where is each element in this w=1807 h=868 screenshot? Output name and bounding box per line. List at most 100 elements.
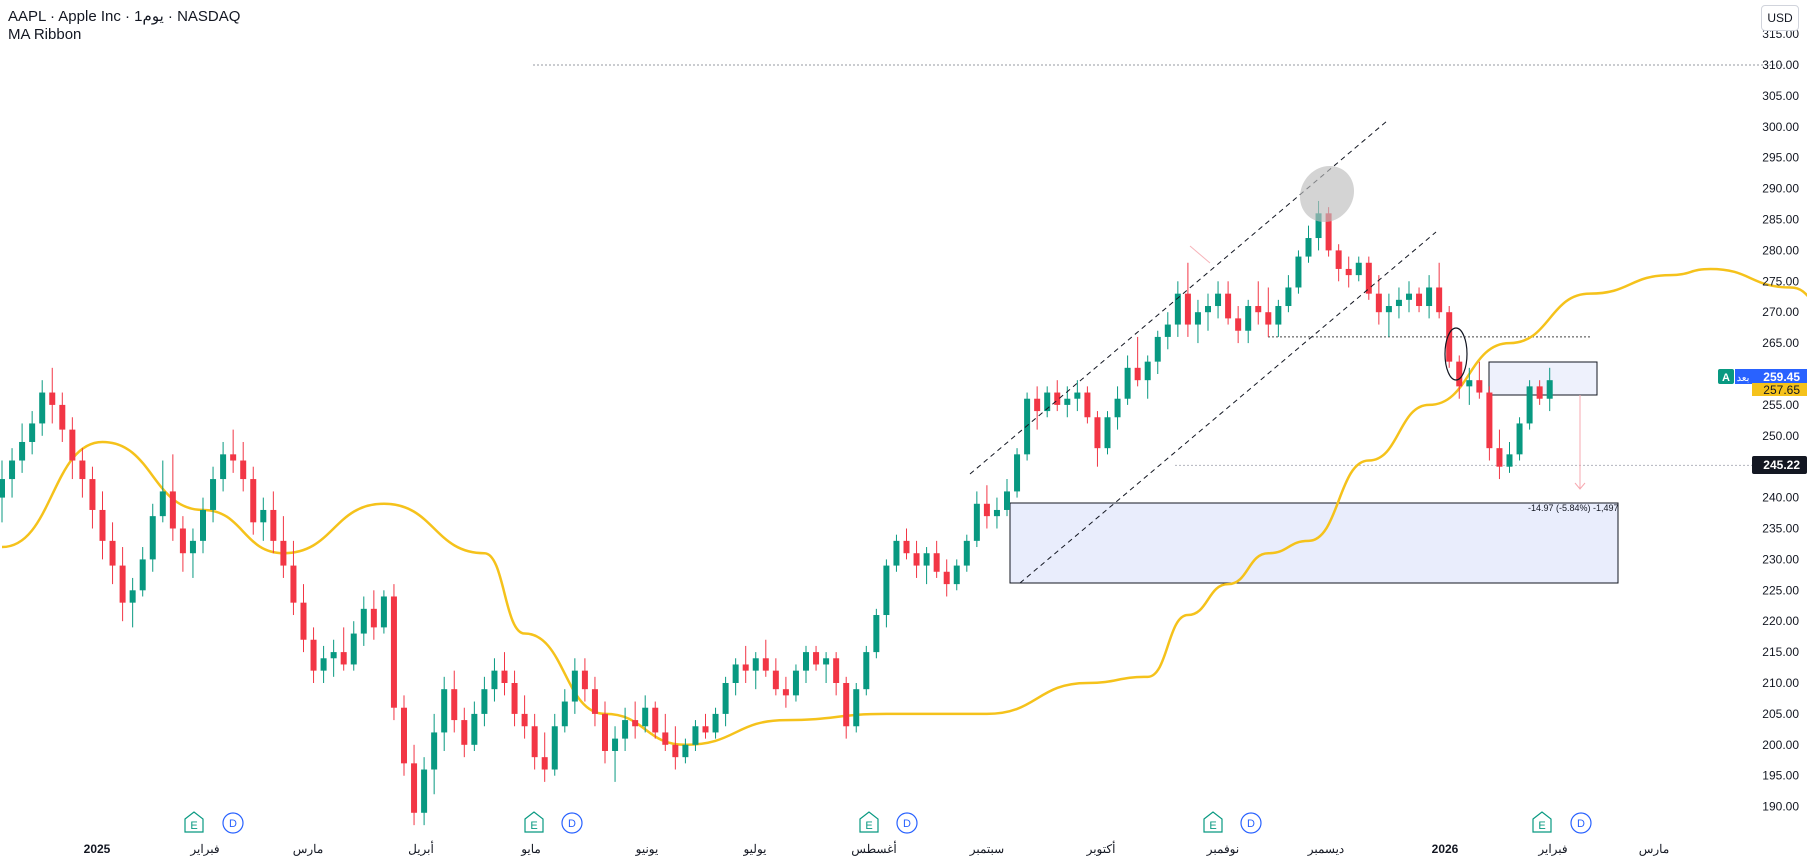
candle-body — [169, 491, 176, 529]
currency-button[interactable]: USD — [1761, 5, 1799, 31]
candle-body — [390, 596, 397, 708]
candle — [591, 676, 598, 727]
candle-body — [1285, 287, 1292, 307]
candle-body — [401, 707, 407, 764]
dividend-event-icon[interactable] — [1240, 812, 1262, 834]
candle — [581, 658, 588, 702]
candle — [1295, 250, 1302, 294]
candle-body — [9, 460, 16, 480]
candle — [1466, 367, 1473, 405]
candle — [109, 522, 116, 585]
candle — [702, 713, 709, 739]
candle — [340, 627, 347, 671]
candle — [1084, 386, 1091, 424]
earnings-event-icon[interactable] — [1203, 811, 1223, 833]
dividend-event-label: D — [229, 818, 237, 830]
candle-body — [451, 689, 458, 721]
candle — [411, 744, 418, 826]
candle-body — [0, 479, 5, 498]
candle — [189, 528, 196, 578]
price-tick-label: 205.00 — [1762, 707, 1799, 721]
candle — [1134, 336, 1141, 387]
dividend-event-label: D — [903, 818, 911, 830]
dividend-event-icon[interactable] — [1570, 812, 1592, 834]
candle-body — [1275, 306, 1282, 325]
candle — [1164, 312, 1171, 350]
candle-body — [1526, 386, 1533, 424]
candle — [742, 645, 749, 683]
candle — [360, 596, 367, 646]
candle-body — [903, 540, 910, 554]
earnings-event-label: E — [865, 820, 872, 832]
earnings-event-icon[interactable] — [184, 811, 204, 833]
candle-body — [1215, 293, 1222, 307]
candle — [320, 645, 327, 683]
candle-body — [1084, 392, 1091, 418]
earnings-event-icon[interactable] — [524, 811, 544, 833]
candle — [300, 584, 307, 653]
dividend-event-icon[interactable] — [222, 812, 244, 834]
time-tick-label: فبراير — [189, 842, 219, 856]
last-price-label: 259.45 — [1763, 370, 1800, 384]
candle-body — [1305, 238, 1312, 257]
time-tick-label: أغسطس — [851, 841, 896, 856]
price-tick-label: 230.00 — [1762, 552, 1799, 566]
price-tick-label: 295.00 — [1762, 151, 1799, 165]
candle-body — [933, 553, 940, 572]
candle-body — [1426, 287, 1433, 307]
candle-body — [692, 726, 699, 745]
demand-zone-box[interactable] — [1009, 502, 1619, 584]
candle-body — [752, 658, 759, 671]
candle — [179, 516, 186, 572]
candle — [200, 497, 206, 554]
candle — [260, 497, 267, 541]
indicator-label[interactable]: MA Ribbon — [8, 26, 82, 43]
candle-body — [441, 689, 448, 733]
price-tick-label: 270.00 — [1762, 305, 1799, 319]
price-tick-label: 215.00 — [1762, 645, 1799, 659]
candle — [923, 547, 930, 585]
candle-body — [963, 540, 970, 566]
candle — [1335, 244, 1342, 282]
channel-upper-line[interactable] — [969, 120, 1388, 475]
ma-ribbon-line — [1, 267, 1807, 747]
candle — [491, 658, 498, 702]
candle — [933, 540, 940, 578]
earnings-event-icon[interactable] — [859, 811, 879, 833]
candle — [471, 701, 478, 751]
candle — [1355, 256, 1362, 282]
consolidation-box[interactable] — [1488, 361, 1598, 396]
candle-body — [179, 528, 186, 554]
candle-body — [1074, 392, 1081, 399]
candle — [1004, 479, 1010, 517]
channel-lower-line[interactable] — [1019, 231, 1437, 584]
candle — [1385, 293, 1392, 337]
earnings-event-label: E — [530, 820, 537, 832]
candle — [169, 454, 176, 541]
symbol-badge[interactable] — [1718, 369, 1734, 384]
dividend-event-icon[interactable] — [896, 812, 918, 834]
candle-body — [89, 479, 96, 510]
time-tick-label: مارس — [293, 842, 324, 856]
candle — [139, 547, 146, 597]
candle — [1426, 275, 1433, 319]
candle-body — [421, 769, 428, 813]
candle — [612, 726, 619, 782]
candle — [541, 732, 548, 782]
top-highlight-ellipse[interactable] — [1289, 155, 1365, 232]
candle-body — [129, 590, 136, 603]
earnings-event-label: E — [1209, 820, 1216, 832]
candle — [943, 559, 950, 597]
breakdown-ellipse[interactable] — [1444, 327, 1468, 381]
earnings-event-icon[interactable] — [1532, 811, 1552, 833]
crosshair-price-label: 245.22 — [1763, 458, 1800, 472]
dividend-event-icon[interactable] — [561, 812, 583, 834]
candle-body — [1194, 312, 1201, 325]
chart-header: AAPL · Apple Inc · 1يوم · NASDAQ MA Ribb… — [8, 8, 240, 44]
candle — [1506, 441, 1513, 473]
candle-body — [622, 720, 629, 739]
candle-body — [953, 565, 960, 585]
candle — [752, 652, 759, 690]
